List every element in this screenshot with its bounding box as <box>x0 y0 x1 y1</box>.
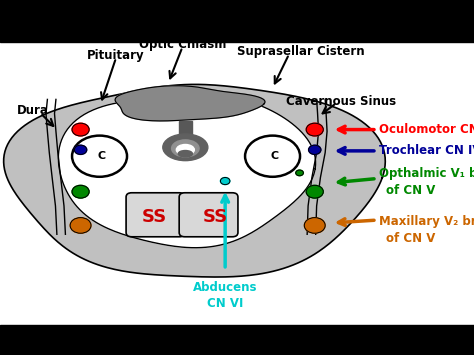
Circle shape <box>220 178 230 185</box>
Text: CN VI: CN VI <box>207 297 243 310</box>
Circle shape <box>74 145 87 154</box>
Bar <box>0 0 474 42</box>
Circle shape <box>72 185 89 198</box>
Circle shape <box>70 218 91 233</box>
Polygon shape <box>115 86 265 121</box>
Text: C: C <box>97 151 106 161</box>
Text: Abducens: Abducens <box>193 281 257 294</box>
Text: Cavernous Sinus: Cavernous Sinus <box>286 95 396 108</box>
Bar <box>0 325 474 355</box>
Ellipse shape <box>163 134 208 160</box>
Ellipse shape <box>176 144 194 155</box>
Ellipse shape <box>178 151 192 157</box>
Text: Optic Chiasm: Optic Chiasm <box>139 38 226 51</box>
Ellipse shape <box>172 140 199 157</box>
Circle shape <box>72 123 89 136</box>
Text: of CN V: of CN V <box>386 232 436 245</box>
Text: Dura: Dura <box>17 104 49 116</box>
Circle shape <box>309 145 321 154</box>
Circle shape <box>296 170 303 176</box>
Bar <box>0 42 474 325</box>
Text: SS: SS <box>141 208 167 225</box>
Text: Suprasellar Cistern: Suprasellar Cistern <box>237 45 365 58</box>
Text: SS: SS <box>203 208 228 225</box>
Circle shape <box>304 218 325 233</box>
Circle shape <box>306 185 323 198</box>
Text: of CN V: of CN V <box>386 185 436 197</box>
Polygon shape <box>4 84 385 277</box>
Text: Opthalmic V₁ branch: Opthalmic V₁ branch <box>379 168 474 180</box>
Text: Oculomotor CN III: Oculomotor CN III <box>379 123 474 136</box>
FancyBboxPatch shape <box>179 193 238 237</box>
Text: Maxillary V₂ branch: Maxillary V₂ branch <box>379 215 474 228</box>
FancyBboxPatch shape <box>126 193 185 237</box>
Text: C: C <box>270 151 279 161</box>
Text: Trochlear CN IV: Trochlear CN IV <box>379 144 474 157</box>
Circle shape <box>306 123 323 136</box>
Text: Pituitary: Pituitary <box>87 49 145 61</box>
Bar <box>179 121 192 141</box>
Polygon shape <box>58 95 316 248</box>
